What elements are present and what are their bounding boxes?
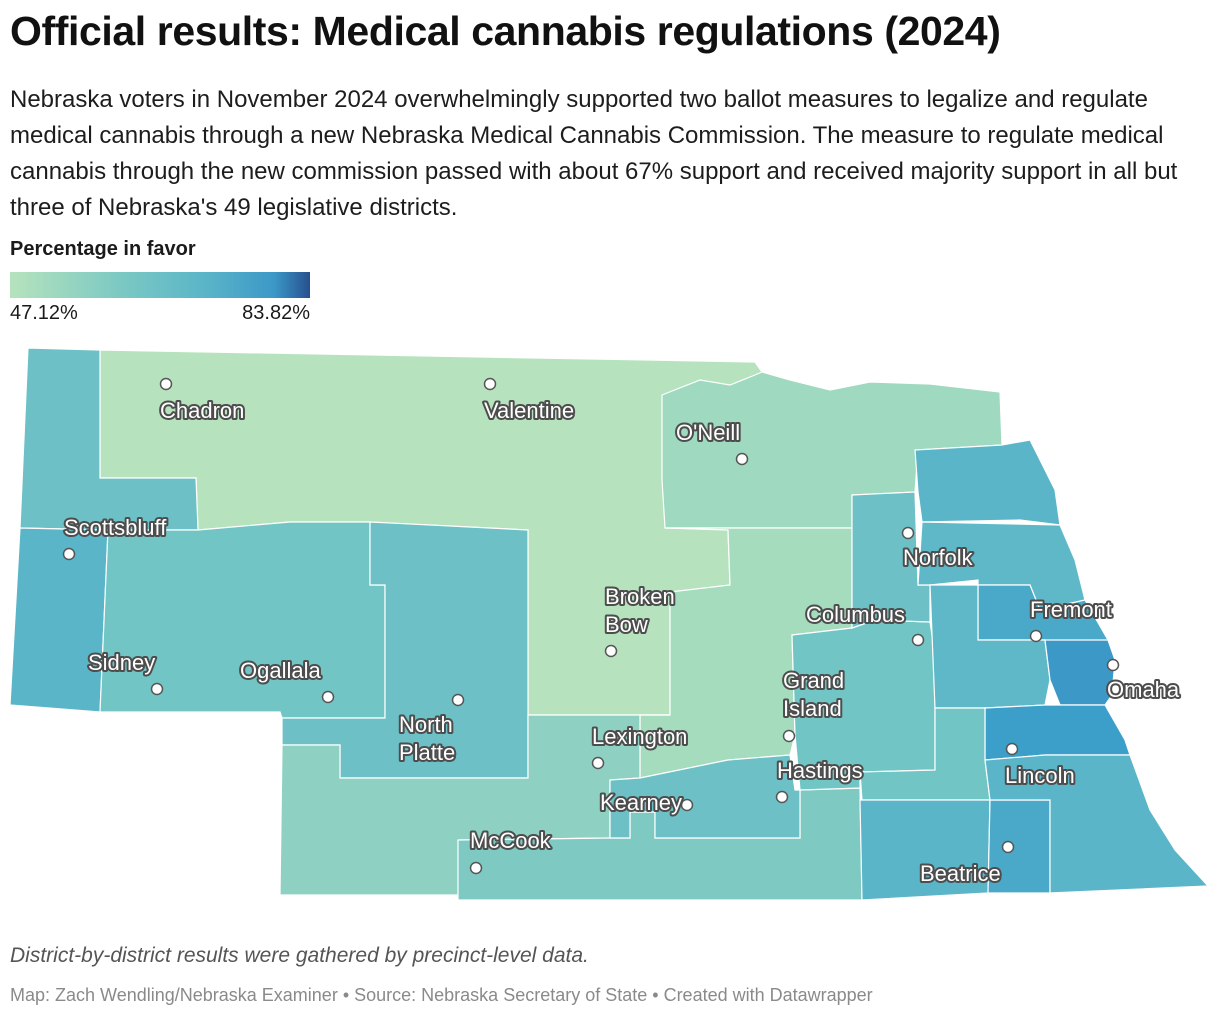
city-marker-valentine[interactable]: Valentine (482, 377, 576, 425)
city-marker-o-neill[interactable]: O'Neill (674, 418, 749, 466)
city-label: Norfolk (903, 545, 974, 570)
district-region[interactable] (1044, 639, 1116, 706)
chart-title: Official results: Medical cannabis regul… (10, 8, 1001, 54)
city-dot (483, 377, 497, 391)
city-dot (150, 682, 164, 696)
city-dot (451, 693, 465, 707)
legend-min-label: 47.12% (10, 302, 78, 324)
city-marker-hastings[interactable]: Hastings (775, 756, 865, 804)
district-region[interactable] (99, 521, 386, 719)
city-label: Lincoln (1005, 763, 1075, 788)
city-label: Columbus (806, 602, 905, 627)
credit-line: Map: Zach Wendling/Nebraska Examiner • S… (10, 985, 873, 1005)
city-label: Sidney (88, 650, 155, 675)
city-marker-lexington[interactable]: Lexington (590, 722, 689, 770)
city-marker-kearney[interactable]: Kearney (598, 788, 694, 817)
city-marker-columbus[interactable]: Columbus (804, 600, 925, 647)
city-dot (1001, 840, 1015, 854)
legend-max-label: 83.82% (242, 302, 310, 324)
city-marker-sidney[interactable]: Sidney (86, 648, 164, 696)
city-label: Platte (399, 740, 455, 765)
district-region[interactable] (9, 527, 109, 713)
city-dot (735, 452, 749, 466)
city-label: McCook (470, 828, 552, 853)
legend-title: Percentage in favor (10, 238, 196, 260)
footnote: District-by-district results were gather… (10, 944, 589, 967)
city-marker-lincoln[interactable]: Lincoln (1003, 742, 1077, 790)
district-region[interactable] (914, 439, 1061, 526)
city-label: Grand (783, 668, 844, 693)
city-label: Lexington (592, 724, 687, 749)
city-label: Island (783, 696, 842, 721)
city-marker-norfolk[interactable]: Norfolk (901, 526, 976, 572)
city-marker-fremont[interactable]: Fremont (1028, 595, 1114, 643)
city-dot (1005, 742, 1019, 756)
city-label: Ogallala (240, 658, 321, 683)
district-region[interactable] (984, 754, 1210, 894)
city-dot (591, 756, 605, 770)
city-label: Scottsbluff (64, 515, 167, 540)
city-label: Valentine (484, 398, 574, 423)
city-dot (62, 547, 76, 561)
city-marker-mccook[interactable]: McCook (468, 826, 554, 875)
city-marker-north-platte[interactable]: North Platte (397, 693, 465, 767)
chart-description: Nebraska voters in November 2024 overwhe… (10, 86, 1178, 221)
city-label: Bow (605, 612, 648, 637)
city-label: Chadron (160, 398, 244, 423)
city-label: Kearney (600, 790, 682, 815)
city-dot (1106, 658, 1120, 672)
city-dot (680, 798, 694, 812)
city-dot (1029, 629, 1043, 643)
city-label: Hastings (777, 758, 863, 783)
city-marker-scottsbluff[interactable]: Scottsbluff (62, 513, 169, 561)
city-dot (901, 526, 915, 540)
city-marker-beatrice[interactable]: Beatrice (918, 840, 1015, 888)
city-dot (469, 861, 483, 875)
city-label: Beatrice (920, 861, 1001, 886)
city-dot (911, 633, 925, 647)
city-marker-chadron[interactable]: Chadron (158, 377, 246, 425)
city-dot (604, 644, 618, 658)
city-dot (782, 729, 796, 743)
city-label: Broken (605, 584, 675, 609)
city-label: Fremont (1030, 597, 1112, 622)
city-dot (159, 377, 173, 391)
city-dot (775, 790, 789, 804)
city-label: Omaha (1107, 677, 1180, 702)
city-marker-ogallala[interactable]: Ogallala (238, 656, 335, 704)
city-marker-omaha[interactable]: Omaha (1105, 658, 1182, 704)
city-label: O'Neill (676, 420, 740, 445)
city-marker-broken-bow[interactable]: Broken Bow (603, 582, 677, 658)
nebraska-district-map: Chadron Valentine O'Neill Scottsbluff Norfol… (9, 347, 1210, 901)
city-dot (321, 690, 335, 704)
district-region[interactable] (851, 491, 931, 629)
city-label: North (399, 712, 453, 737)
legend-color-bar (10, 272, 310, 298)
district-region[interactable] (609, 754, 801, 839)
city-marker-grand-island[interactable]: Grand Island (781, 666, 846, 743)
